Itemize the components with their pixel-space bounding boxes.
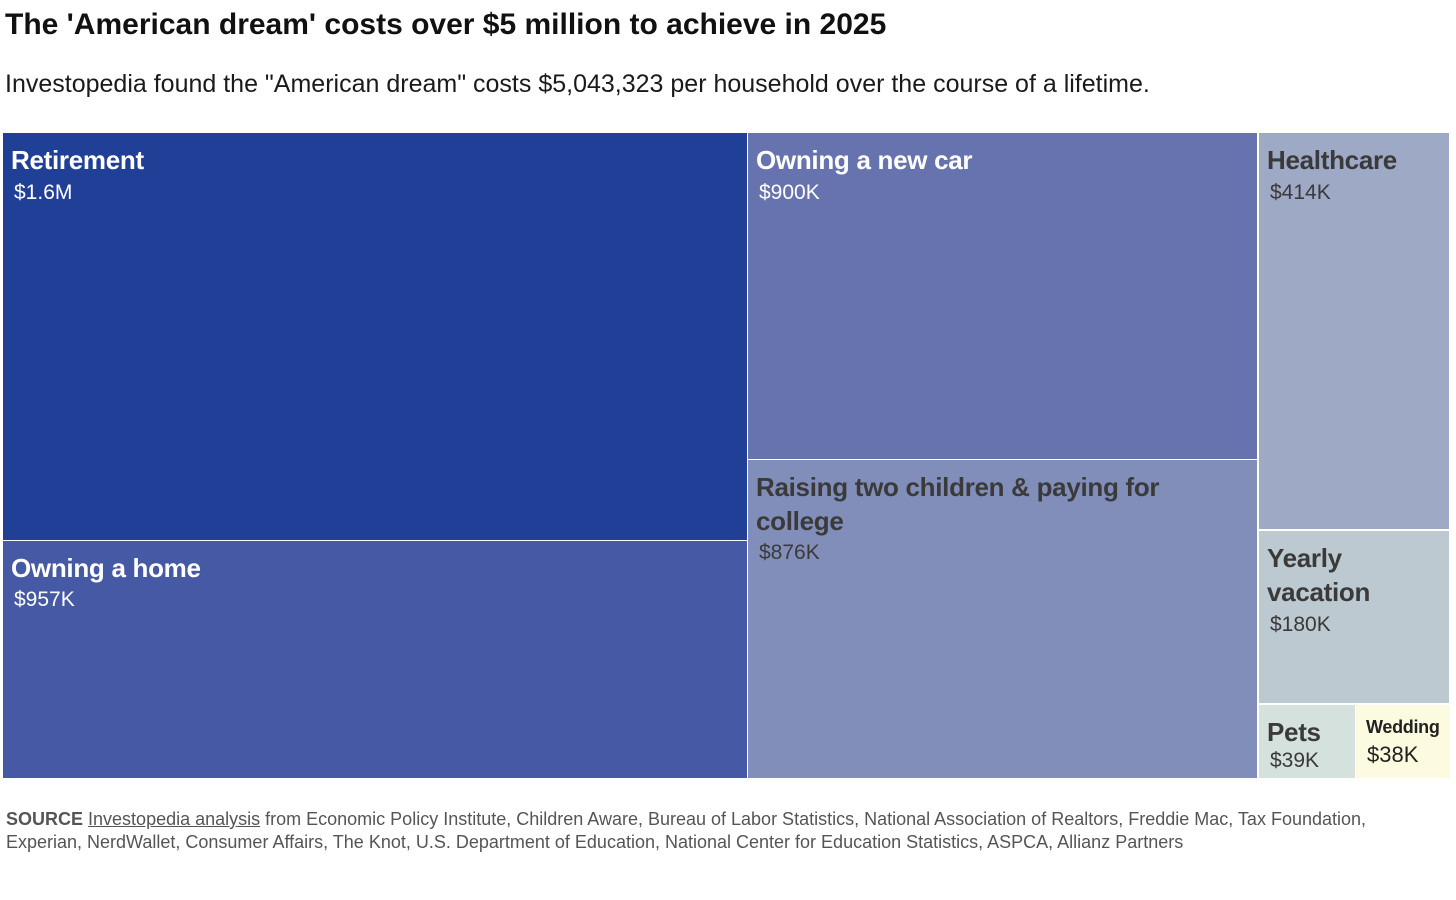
tile-label: Wedding	[1366, 717, 1440, 737]
chart-subtitle: Investopedia found the "American dream" …	[5, 70, 1150, 98]
treemap-tile-yearly-vacation: Yearly vacation $180K	[1259, 531, 1449, 703]
treemap-chart: Retirement $1.6M Owning a home $957K Owning …	[3, 133, 1450, 778]
tile-label: Owning a home	[11, 553, 201, 583]
tile-value: $900K	[759, 181, 820, 204]
tile-value: $957K	[14, 588, 75, 611]
tile-value: $180K	[1270, 613, 1331, 636]
chart-title: The 'American dream' costs over $5 milli…	[5, 8, 887, 41]
treemap-tile-raising-two-children-paying-for-college: Raising two children & paying for colleg…	[748, 460, 1257, 778]
treemap-tile-pets: Pets $39K	[1259, 705, 1355, 778]
treemap-tile-owning-a-new-car: Owning a new car $900K	[748, 133, 1257, 459]
tile-label: Yearly vacation	[1267, 543, 1371, 607]
tile-value: $414K	[1270, 181, 1331, 204]
tile-label: Healthcare	[1267, 145, 1397, 175]
tile-value: $1.6M	[14, 181, 73, 204]
tile-value: $876K	[759, 541, 820, 564]
tile-label: Pets	[1267, 717, 1321, 747]
source-text: from Economic Policy Institute, Children…	[6, 809, 1367, 852]
treemap-tile-owning-a-home: Owning a home $957K	[3, 541, 747, 778]
source-note: SOURCE Investopedia analysis from Econom…	[6, 808, 1436, 854]
tile-label: Retirement	[11, 145, 144, 175]
treemap-tile-retirement: Retirement $1.6M	[3, 133, 747, 540]
tile-value: $38K	[1367, 742, 1419, 767]
treemap-tile-healthcare: Healthcare $414K	[1259, 133, 1449, 529]
tile-label: Raising two children & paying for colleg…	[756, 472, 1160, 536]
tile-label: Owning a new car	[756, 145, 973, 175]
source-link[interactable]: Investopedia analysis	[88, 809, 261, 829]
source-label: SOURCE	[6, 809, 84, 829]
treemap-tile-wedding: Wedding $38K	[1356, 705, 1450, 778]
tile-value: $39K	[1270, 749, 1320, 772]
